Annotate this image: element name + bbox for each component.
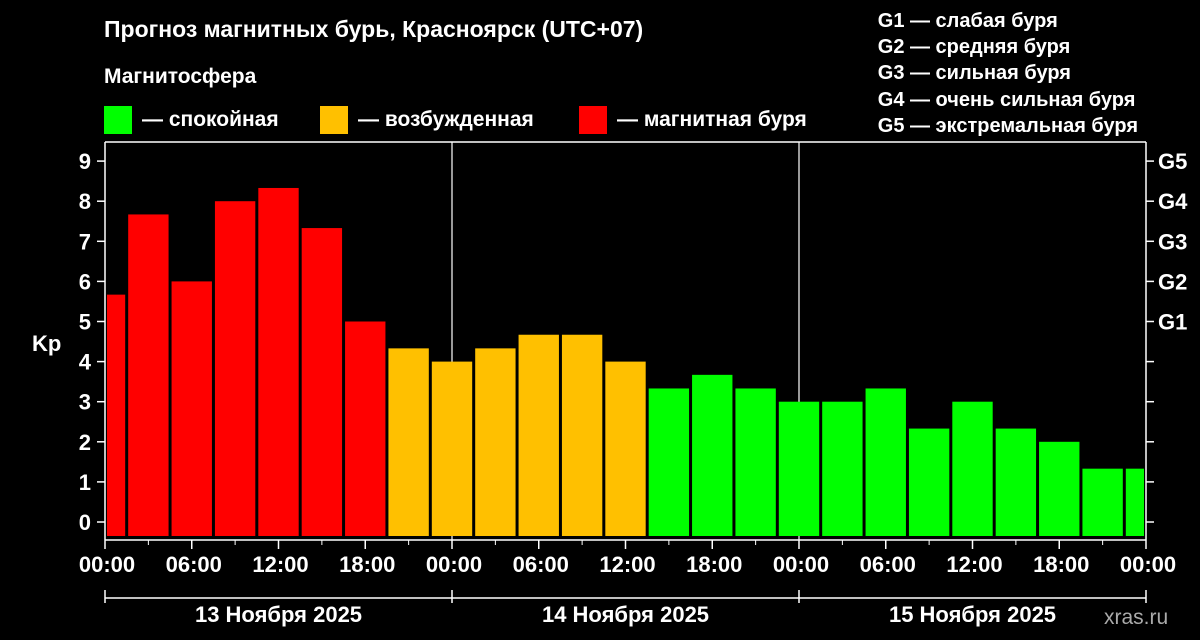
kp-bar [431, 361, 473, 536]
day-label: 13 Ноября 2025 [195, 602, 362, 627]
g-legend-g2: G2 — средняя буря [877, 36, 1071, 59]
kp-bar [908, 428, 950, 536]
g-scale-legend: G1 — слабая буря G2 — средняя буря G3 — … [878, 8, 1138, 139]
kp-bar [648, 388, 690, 536]
day-label: 14 Ноября 2025 [542, 602, 709, 627]
kp-bar [1082, 468, 1123, 536]
g-legend-g3: G3 — сильная буря [877, 62, 1071, 85]
x-tick-label: 12:00 [252, 552, 308, 577]
chart-subtitle: Магнитосфера [104, 65, 257, 88]
y-axis-label: Kp [32, 331, 61, 356]
legend-quiet-label: — спокойная [142, 108, 279, 131]
y-tick-label: 7 [79, 229, 91, 254]
kp-bar [692, 374, 733, 536]
g-legend-g5: G5 — экстремальная буря [877, 114, 1138, 137]
g-legend-g4: G4 — очень сильная буря [877, 88, 1136, 111]
x-tick-label: 00:00 [1120, 552, 1176, 577]
kp-bar [995, 428, 1037, 536]
x-tick-label: 06:00 [166, 552, 222, 577]
kp-bar [735, 388, 776, 536]
kp-bar [388, 348, 429, 536]
y-tick-label: 8 [79, 189, 91, 214]
g-tick-label: G5 [1158, 149, 1187, 174]
x-tick-label: 18:00 [339, 552, 395, 577]
y-tick-label: 5 [79, 310, 91, 335]
y-tick-label: 4 [79, 350, 92, 375]
y-tick-label: 1 [79, 470, 91, 495]
legend-quiet: — спокойная [104, 106, 279, 134]
kp-bar [345, 321, 386, 536]
g-tick-label: G1 [1158, 310, 1187, 335]
x-tick-label: 12:00 [599, 552, 655, 577]
legend-active-label: — возбужденная [358, 108, 534, 131]
kp-bar [822, 401, 863, 536]
kp-bar [475, 348, 516, 536]
kp-bar [561, 334, 603, 536]
g-tick-label: G2 [1158, 269, 1187, 294]
kp-bar [258, 187, 299, 537]
legend-quiet-swatch [104, 106, 132, 134]
kp-bar [107, 294, 126, 536]
y-tick-label: 3 [79, 390, 91, 415]
legend-storm-label: — магнитная буря [617, 108, 807, 131]
kp-bar [1039, 441, 1080, 536]
x-tick-label: 18:00 [686, 552, 742, 577]
kp-bar [778, 401, 820, 536]
kp-bar [518, 334, 559, 536]
watermark: xras.ru [1104, 606, 1169, 629]
day-label: 15 Ноября 2025 [889, 602, 1056, 627]
kp-bar [952, 401, 993, 536]
kp-bar [214, 201, 256, 536]
y-tick-label: 6 [79, 269, 91, 294]
y-tick-label: 2 [79, 430, 91, 455]
x-tick-label: 00:00 [773, 552, 829, 577]
x-tick-label: 00:00 [426, 552, 482, 577]
kp-bar [865, 388, 906, 536]
x-tick-label: 06:00 [860, 552, 916, 577]
legend-storm: — магнитная буря [579, 106, 807, 134]
legend-active: — возбужденная [320, 106, 534, 134]
kp-bar [128, 214, 169, 537]
y-tick-label: 9 [79, 149, 91, 174]
g-legend-g1: G1 — слабая буря [877, 10, 1058, 32]
kp-bar [605, 361, 646, 536]
kp-bar [1125, 468, 1144, 536]
kp-bar [171, 281, 212, 536]
chart-title: Прогноз магнитных бурь, Красноярск (UTC+… [104, 16, 644, 42]
x-tick-label: 12:00 [946, 552, 1002, 577]
x-tick-label: 18:00 [1033, 552, 1089, 577]
g-tick-label: G3 [1158, 229, 1187, 254]
kp-bar [301, 228, 343, 536]
y-tick-label: 0 [79, 510, 91, 535]
g-tick-label: G4 [1158, 189, 1188, 214]
x-tick-label: 06:00 [513, 552, 569, 577]
x-tick-label: 00:00 [79, 552, 135, 577]
legend-storm-swatch [579, 106, 607, 134]
legend-active-swatch [320, 106, 348, 134]
